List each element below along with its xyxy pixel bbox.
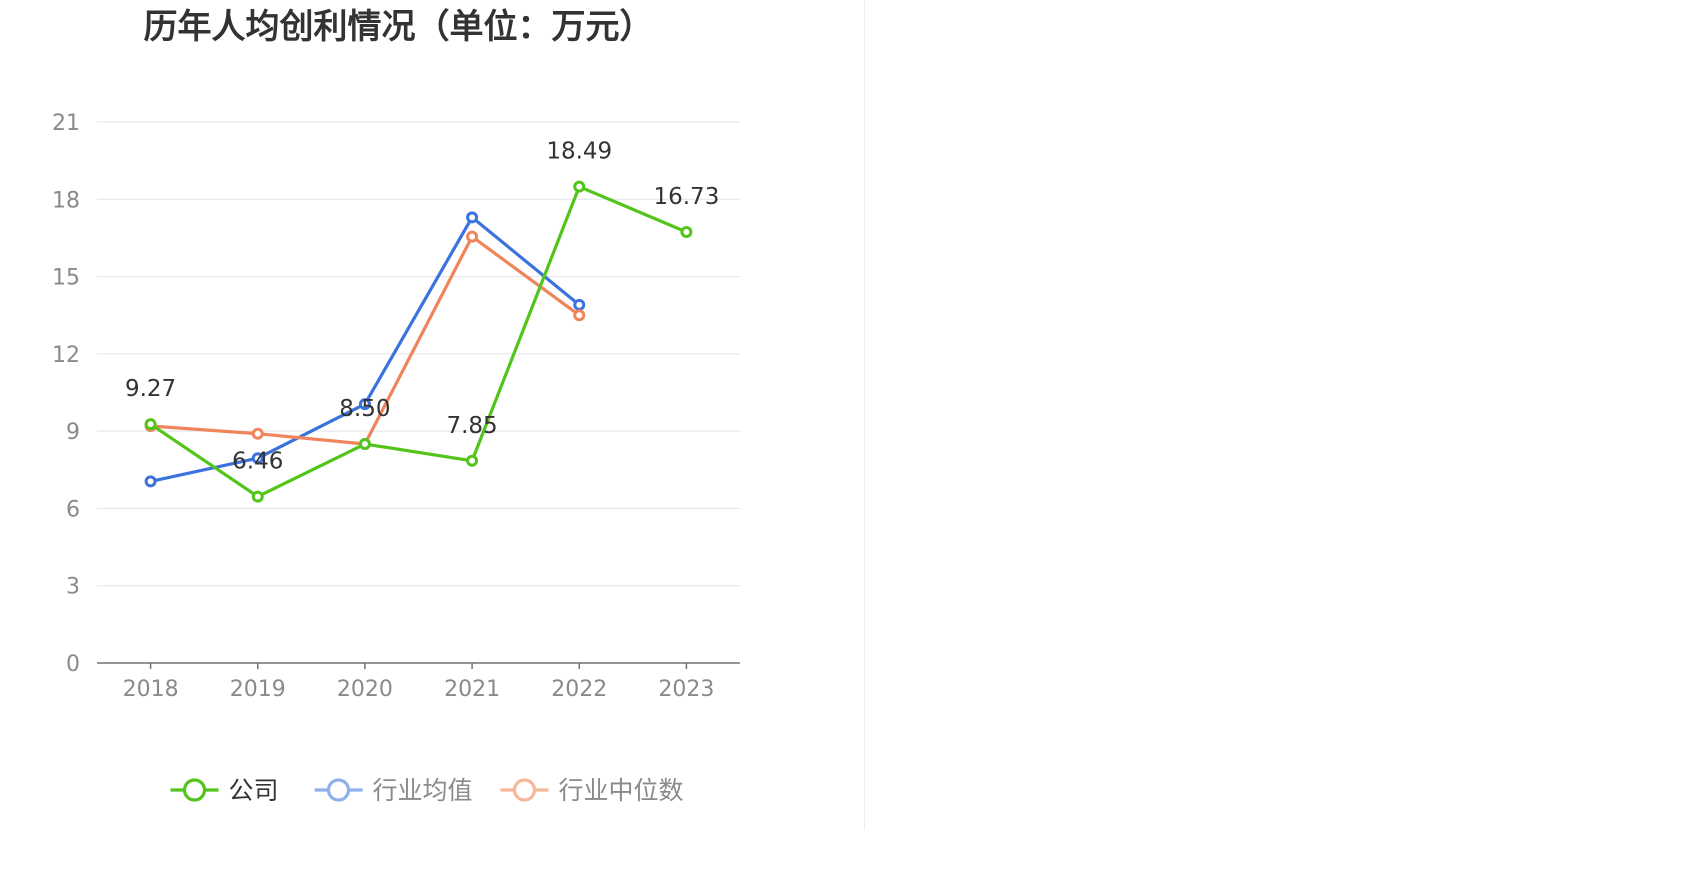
data-point[interactable] [251, 490, 264, 503]
data-point[interactable] [358, 398, 371, 411]
data-point[interactable] [680, 226, 693, 239]
y-tick-label: 3 [66, 575, 80, 600]
legend-marker [512, 778, 537, 802]
legend-label: 行业中位数 [559, 776, 684, 805]
data-point[interactable] [573, 298, 586, 311]
data-point[interactable] [466, 230, 479, 243]
x-tick-label: 2020 [337, 677, 393, 702]
data-point[interactable] [466, 211, 479, 224]
x-tick-label: 2022 [551, 677, 607, 702]
data-label: 18.49 [546, 139, 612, 165]
y-tick-label: 12 [52, 343, 80, 368]
data-point[interactable] [573, 180, 586, 193]
legend-item-0[interactable]: 公司 [170, 776, 279, 805]
data-label: 8.50 [339, 396, 390, 422]
data-point[interactable] [251, 427, 264, 440]
legend-marker [326, 778, 351, 802]
legend-label: 行业均值 [373, 776, 473, 805]
y-tick-label: 15 [52, 266, 80, 291]
legend-item-2[interactable]: 行业中位数 [500, 776, 684, 805]
x-tick-label: 2018 [123, 677, 179, 702]
x-tick-label: 2023 [658, 677, 714, 702]
y-tick-label: 18 [52, 188, 80, 213]
y-tick-label: 9 [66, 420, 80, 445]
data-point[interactable] [573, 309, 586, 322]
y-tick-label: 21 [52, 111, 80, 136]
profit-per-capita-chart: 历年人均创利情况（单位：万元） 0 3 6 9 12 15 18 21 2018 2019 2020 2… [52, 7, 740, 805]
data-point[interactable] [144, 475, 157, 488]
salary-chart-panel: 历年人均薪酬情况（单位：万元）0369121520182019202020212… [850, 0, 1700, 874]
data-label: 9.27 [125, 376, 176, 402]
data-point[interactable] [251, 452, 264, 465]
profit-chart-panel: 历年人均创利情况（单位：万元） 0 3 6 9 12 15 18 21 2018 2019 2020 2… [52, 7, 740, 805]
x-tick-label: 2021 [444, 677, 500, 702]
legend-label: 公司 [229, 776, 279, 805]
panel-divider [864, 0, 865, 830]
y-tick-label: 0 [66, 652, 80, 677]
data-point[interactable] [466, 454, 479, 467]
data-point[interactable] [144, 418, 157, 431]
salary-per-capita-chart: 历年人均薪酬情况（单位：万元）0369121520182019202020212… [850, 0, 1700, 874]
legend-item-1[interactable]: 行业均值 [314, 776, 473, 805]
data-label: 6.46 [232, 449, 283, 475]
series-line-0 [149, 185, 688, 499]
data-label: 16.73 [653, 184, 719, 210]
legend-marker [182, 778, 207, 802]
x-tick-label: 2019 [230, 677, 286, 702]
data-label: 7.85 [446, 413, 497, 439]
chart-title: 历年人均创利情况（单位：万元） [144, 7, 654, 47]
y-tick-label: 6 [66, 497, 80, 522]
data-point[interactable] [358, 438, 371, 451]
